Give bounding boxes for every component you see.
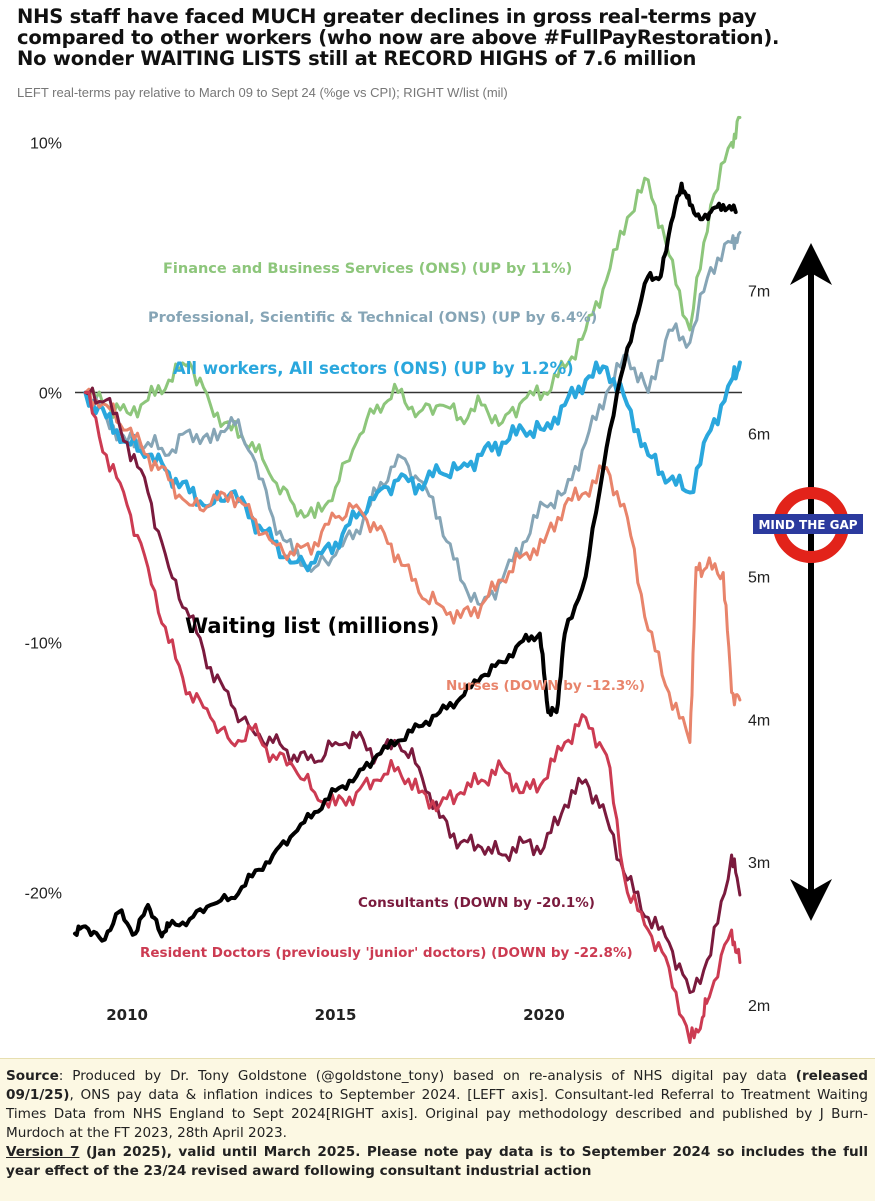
series-line bbox=[83, 360, 742, 573]
label-professional: Professional, Scientific & Technical (ON… bbox=[148, 310, 597, 326]
series-layer bbox=[73, 115, 742, 1044]
footer-text: Source: Produced by Dr. Tony Goldstone (… bbox=[6, 1067, 868, 1181]
roundel-bar bbox=[753, 514, 863, 534]
series-line bbox=[73, 181, 738, 943]
left-tick-label: -10% bbox=[25, 636, 62, 653]
axes: 10% 0% -10% -20% 7m 6m 5m 4m 3m 2m 2010 2015 2020 bbox=[25, 136, 771, 1025]
source-release-note: (released 09/1/25) bbox=[6, 1068, 868, 1103]
left-tick-label: -20% bbox=[25, 886, 62, 903]
source-text-1: : Produced by Dr. Tony Goldstone (@golds… bbox=[58, 1068, 796, 1084]
title-line-3: No wonder WAITING LISTS still at RECORD … bbox=[17, 47, 697, 70]
right-tick-label: 2m bbox=[748, 998, 770, 1015]
label-finance: Finance and Business Services (ONS) (UP … bbox=[163, 261, 572, 277]
x-tick-label: 2020 bbox=[523, 1006, 565, 1024]
line-chart: 10% 0% -10% -20% 7m 6m 5m 4m 3m 2m 2010 2015 2020 Fi… bbox=[25, 115, 863, 1044]
decorations: MIND THE GAP bbox=[753, 243, 863, 921]
right-tick-label: 7m bbox=[748, 284, 770, 301]
label-all-workers: All workers, All sectors (ONS) (UP by 1.… bbox=[173, 359, 574, 378]
label-nurses: Nurses (DOWN by -12.3%) bbox=[446, 678, 645, 694]
label-consultants: Consultants (DOWN by -20.1%) bbox=[358, 895, 595, 911]
right-tick-label: 6m bbox=[748, 427, 770, 444]
x-tick-label: 2010 bbox=[106, 1006, 148, 1024]
source-text-2: , ONS pay data & inflation indices to Se… bbox=[6, 1087, 868, 1141]
roundel-text: MIND THE GAP bbox=[758, 518, 857, 532]
source-label: Source bbox=[6, 1068, 59, 1084]
annotation-labels: Finance and Business Services (ONS) (UP … bbox=[140, 261, 645, 961]
label-resident-doctors: Resident Doctors (previously 'junior' do… bbox=[140, 945, 633, 961]
title-line-1: NHS staff have faced MUCH greater declin… bbox=[17, 5, 757, 28]
gap-arrow-head-up bbox=[790, 243, 832, 285]
gap-arrow-head-down bbox=[790, 879, 832, 921]
series-line bbox=[83, 387, 742, 744]
left-tick-label: 0% bbox=[39, 386, 62, 403]
x-tick-label: 2015 bbox=[315, 1006, 357, 1024]
series-line bbox=[83, 231, 742, 607]
source-footer: Source: Produced by Dr. Tony Goldstone (… bbox=[0, 1058, 875, 1201]
series-line bbox=[83, 115, 742, 519]
version-text: (Jan 2025), valid until March 2025. Plea… bbox=[6, 1144, 868, 1179]
label-waiting-list: Waiting list (millions) bbox=[185, 614, 439, 638]
right-tick-label: 3m bbox=[748, 855, 770, 872]
version-label: Version 7 bbox=[6, 1144, 80, 1160]
right-tick-label: 4m bbox=[748, 712, 770, 729]
chart-subtitle: LEFT real-terms pay relative to March 09… bbox=[17, 85, 508, 100]
chart-title: NHS staff have faced MUCH greater declin… bbox=[17, 6, 867, 69]
right-tick-label: 5m bbox=[748, 569, 770, 586]
series-line bbox=[83, 390, 742, 1044]
left-tick-label: 10% bbox=[30, 136, 62, 153]
title-line-2: compared to other workers (who now are a… bbox=[17, 26, 780, 49]
